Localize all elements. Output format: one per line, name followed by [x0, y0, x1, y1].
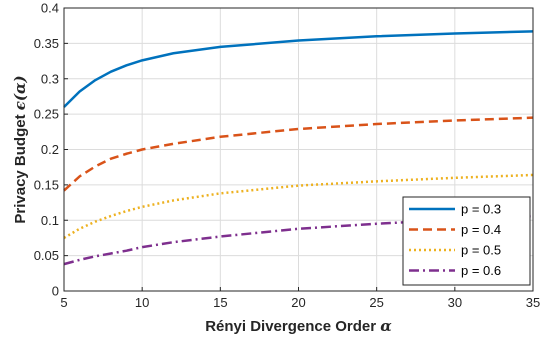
legend: p = 0.3 p = 0.4 p = 0.5 p = 0.6 — [402, 196, 531, 286]
legend-label: p = 0.4 — [461, 222, 501, 237]
y-tick-label: 0.25 — [34, 107, 59, 122]
y-tick-label: 0.05 — [34, 248, 59, 263]
x-axis-label: Rényi Divergence Order α — [205, 317, 392, 335]
legend-label: p = 0.6 — [461, 263, 501, 278]
x-tick-label: 35 — [526, 295, 540, 310]
x-tick-label: 15 — [213, 295, 227, 310]
x-tick-label: 20 — [291, 295, 305, 310]
x-tick-label: 10 — [135, 295, 149, 310]
y-tick-label: 0.15 — [34, 177, 59, 192]
legend-label: p = 0.5 — [461, 243, 501, 258]
y-tick-label: 0.35 — [34, 36, 59, 51]
x-tick-label: 30 — [448, 295, 462, 310]
x-tick-label: 5 — [60, 295, 67, 310]
y-tick-label: 0.2 — [41, 142, 59, 157]
axis-ticks: 5 10 15 20 25 30 35 0 0.05 0.1 0.15 0.2 0.25 0.3 0.35 0… — [34, 1, 541, 311]
series-lines — [63, 30, 534, 266]
series-line — [63, 30, 534, 108]
y-tick-label: 0 — [52, 284, 59, 299]
y-tick-label: 0.1 — [41, 213, 59, 228]
y-axis-label: Privacy Budget ϵ(α) — [11, 75, 29, 223]
y-tick-label: 0.4 — [41, 1, 59, 16]
series-line — [63, 214, 534, 266]
x-tick-label: 25 — [369, 295, 383, 310]
series-line — [63, 116, 534, 192]
series-line — [63, 173, 534, 240]
y-tick-label: 0.3 — [41, 71, 59, 86]
legend-label: p = 0.3 — [461, 202, 501, 217]
